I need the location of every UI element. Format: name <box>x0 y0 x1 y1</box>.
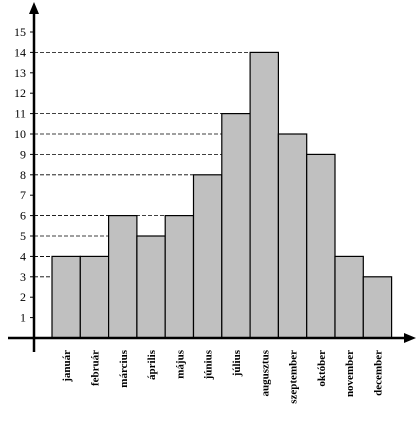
bar-április <box>136 235 166 339</box>
x-category-labels: január február március április május június jú… <box>61 349 384 403</box>
x-tick-label: október <box>316 350 328 387</box>
y-tick-label: 11 <box>14 107 26 121</box>
x-tick-label: november <box>344 350 356 397</box>
y-tick-label: 2 <box>20 290 26 304</box>
y-tick-label: 8 <box>20 168 26 182</box>
bar-június <box>192 174 223 339</box>
x-axis-arrow <box>404 333 416 343</box>
bar-szeptember <box>277 133 308 339</box>
x-tick-label: március <box>118 349 130 387</box>
y-tick-label: 4 <box>20 249 26 263</box>
x-tick-label: május <box>174 349 186 378</box>
bar-július <box>221 112 251 339</box>
y-tick-label: 12 <box>14 86 26 100</box>
bar-május <box>164 215 195 339</box>
y-axis-arrow <box>29 2 39 14</box>
x-tick-label: április <box>146 349 158 380</box>
bar-augusztus <box>249 51 280 339</box>
x-tick-label: december <box>372 350 384 396</box>
y-tick-label: 15 <box>14 25 26 39</box>
x-tick-label: június <box>203 349 215 380</box>
bar-október <box>306 153 336 339</box>
y-tick-label: 5 <box>20 229 26 243</box>
x-tick-label: szeptember <box>288 350 300 404</box>
y-tick-label: 13 <box>14 66 26 80</box>
axes <box>8 2 416 352</box>
y-tick-label: 14 <box>14 45 26 59</box>
bar-február <box>79 255 110 339</box>
x-tick-label: február <box>89 350 101 386</box>
bars <box>51 51 393 339</box>
y-tick-label: 6 <box>20 209 26 223</box>
y-tick-label: 1 <box>20 311 26 325</box>
bar-január <box>51 255 81 339</box>
y-tick-label: 9 <box>20 147 26 161</box>
x-tick-label: július <box>231 349 243 377</box>
bar-december <box>362 276 393 339</box>
y-tick-label: 3 <box>20 270 26 284</box>
bar-november <box>334 255 364 339</box>
y-tick-label: 7 <box>20 188 26 202</box>
x-tick-label: január <box>61 350 73 383</box>
y-tick-label: 10 <box>14 127 26 141</box>
x-tick-label: augusztus <box>259 349 271 396</box>
bar-március <box>107 215 138 339</box>
